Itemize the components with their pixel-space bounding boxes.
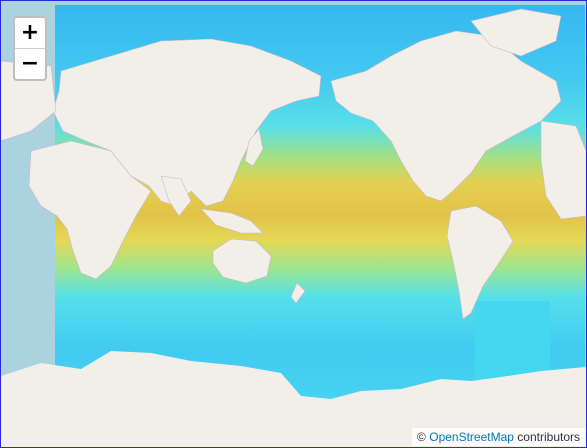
land-new-zealand: [290, 282, 306, 304]
zoom-control: + −: [13, 16, 47, 81]
land-greenland: [470, 8, 562, 57]
attribution-suffix: contributors: [517, 430, 580, 444]
land-australia: [212, 238, 272, 284]
land-indonesia: [200, 208, 264, 234]
openstreetmap-link[interactable]: OpenStreetMap: [429, 430, 514, 444]
land-eurasia: [52, 38, 322, 207]
zoom-out-button[interactable]: −: [15, 48, 45, 79]
land-south-america: [446, 205, 514, 320]
land-layer: [1, 8, 586, 447]
zoom-in-button[interactable]: +: [20, 20, 40, 45]
land-antarctica: [1, 351, 586, 447]
copyright-symbol: ©: [417, 430, 426, 444]
attribution: © OpenStreetMap contributors: [412, 428, 585, 446]
land-india: [160, 175, 192, 217]
land-europe-east-wrap: [540, 120, 586, 220]
land-japan: [244, 128, 264, 167]
land-north-america: [330, 30, 562, 202]
